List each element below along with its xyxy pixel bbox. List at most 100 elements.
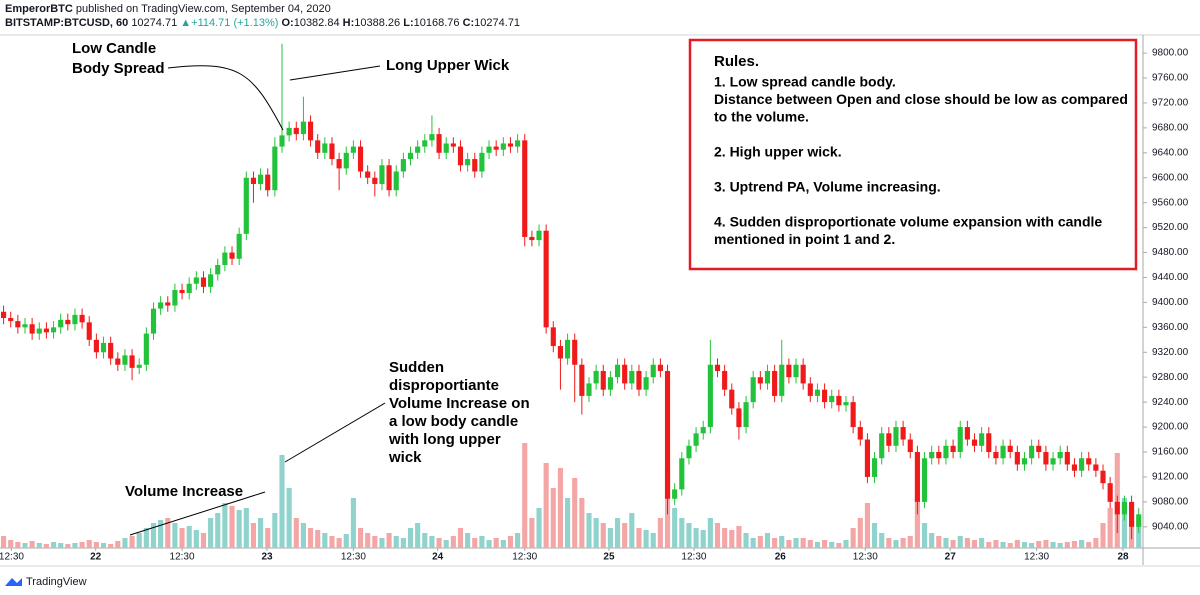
volume-bar [1036, 541, 1042, 548]
volume-bar [293, 518, 299, 548]
volume-bar [193, 530, 199, 548]
volume-bar [200, 533, 207, 548]
volume-bar [379, 538, 385, 548]
volume-bar [522, 443, 528, 548]
candle-body [579, 364, 585, 396]
candle-body [814, 389, 821, 396]
candle-body [693, 433, 699, 446]
candle-body [1107, 483, 1113, 502]
candle-body [236, 233, 242, 259]
rule-line: 1. Low spread candle body. [714, 74, 896, 90]
candle-body [1136, 514, 1142, 527]
candle-body [1029, 445, 1035, 459]
volume-bar [36, 543, 42, 548]
x-tick-label: 24 [432, 552, 444, 563]
candle-body [543, 230, 549, 328]
volume-bar [1014, 540, 1020, 548]
volume-bar [329, 536, 335, 548]
volume-bar [921, 523, 928, 548]
volume-bar [800, 538, 806, 548]
candle-body [243, 177, 249, 234]
volume-bar [86, 540, 92, 548]
candle-body [307, 121, 314, 141]
candle-body [179, 289, 185, 294]
candle-body [286, 127, 292, 136]
volume-bar [1079, 540, 1085, 548]
volume-bar [150, 523, 157, 548]
volume-bar [222, 503, 228, 548]
volume-bar [407, 528, 414, 548]
y-tick-label: 9120.00 [1152, 472, 1189, 483]
o-label: O: [281, 17, 293, 29]
candle-body [150, 308, 157, 334]
volume-bar [714, 523, 721, 548]
volume-bar [100, 543, 107, 548]
candle-body [22, 324, 28, 328]
l: 10168.76 [414, 17, 460, 29]
candle-body [1000, 445, 1006, 459]
volume-bar [265, 528, 271, 548]
candle-body [165, 302, 171, 306]
volume-bar [971, 540, 978, 548]
volume-bar [307, 528, 314, 548]
candle-body [729, 389, 735, 409]
candle-body [422, 140, 428, 147]
sudden-note: Volume Increase on [389, 395, 530, 412]
x-tick-label: 12:30 [0, 552, 24, 563]
volume-bar [500, 540, 506, 548]
volume-bar [536, 508, 542, 548]
candle-body [686, 445, 692, 459]
sudden-note: wick [388, 449, 422, 466]
candle-body [143, 333, 149, 365]
author: EmperorBTC [5, 3, 73, 15]
volume-bar [772, 538, 778, 548]
rule-line: 3. Uptrend PA, Volume increasing. [714, 179, 941, 195]
volume-bar [857, 518, 863, 548]
candle-body [672, 489, 678, 499]
rule-line: Distance between Open and close should b… [714, 91, 1128, 107]
sudden-note: disproportiante [389, 377, 499, 394]
volume-bar [357, 528, 364, 548]
volume-bar [893, 540, 899, 548]
change: ▲+114.71 (+1.13%) [180, 17, 278, 29]
candle-body [393, 171, 399, 191]
volume-bar [736, 526, 742, 548]
volume-bar [843, 540, 849, 548]
candle-body [1007, 445, 1013, 453]
volume-bar [729, 530, 735, 548]
candle-body [58, 319, 64, 328]
x-tick-label: 22 [90, 552, 102, 563]
candle-body [222, 252, 228, 266]
volume-bar [465, 533, 471, 548]
sudden-note: with long upper [388, 431, 501, 448]
wick-pointer [289, 65, 381, 81]
candle-body [779, 364, 785, 396]
volume-bar [493, 538, 499, 548]
candle-body [586, 383, 592, 396]
candle-body [657, 364, 663, 371]
candle-body [550, 327, 556, 347]
y-tick-label: 9080.00 [1152, 497, 1189, 508]
volume-bar [871, 523, 878, 548]
upper-wick-note: Long Upper Wick [386, 57, 510, 74]
x-tick-label: 12:30 [341, 552, 366, 563]
candle-body [979, 433, 985, 446]
candle-body [843, 402, 849, 406]
candle-body [636, 370, 642, 390]
volume-bar [993, 540, 999, 548]
candle-body [629, 370, 635, 384]
candle-body [921, 458, 928, 502]
volume-bar [764, 533, 771, 548]
volume-bar [1071, 541, 1078, 548]
h-label: H: [343, 17, 355, 29]
rule-line: mentioned in point 1 and 2. [714, 231, 895, 247]
volume-bar [964, 538, 970, 548]
candle-body [193, 277, 199, 284]
volume-bar [250, 523, 257, 548]
candle-body [664, 370, 671, 499]
candle-body [108, 342, 114, 359]
candle-body [200, 277, 207, 287]
candle-body [129, 355, 135, 368]
candle-body [272, 146, 278, 191]
volume-bar [1000, 542, 1006, 548]
